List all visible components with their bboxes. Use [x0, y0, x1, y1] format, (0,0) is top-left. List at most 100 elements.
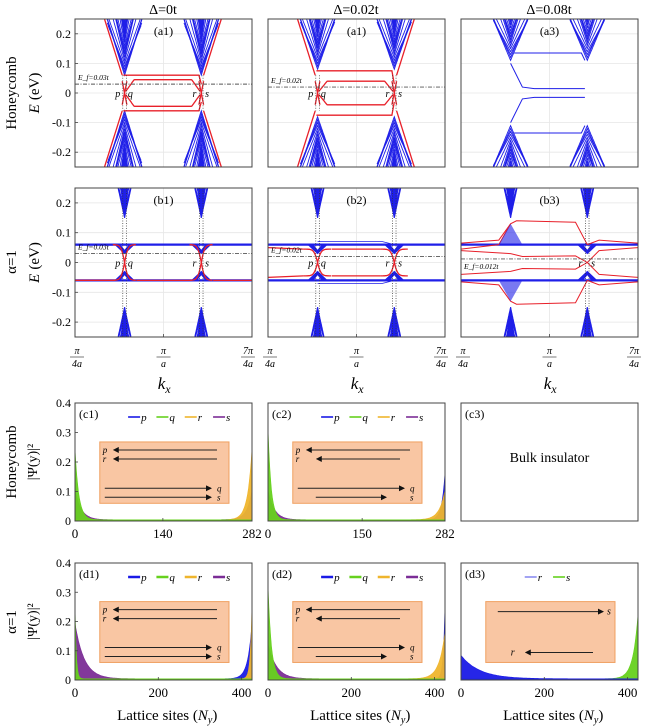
- x-axis-sub: x: [550, 382, 557, 396]
- inset-label: r: [103, 454, 107, 464]
- panel-label: (d1): [79, 567, 99, 581]
- bulk-band-upper: [506, 0, 516, 10]
- legend-label-r: r: [198, 572, 203, 584]
- y-axis-label-unit: (eV): [27, 73, 43, 100]
- x-tick-denominator: 4a: [243, 359, 253, 370]
- bulk-band-lower: [584, 157, 591, 167]
- bulk-cone-tip: [120, 307, 129, 337]
- bulk-band-upper: [492, 19, 529, 62]
- bulk-band-upper: [579, 19, 596, 45]
- x-axis-label: k_xkx: [349, 374, 364, 396]
- bulk-band-lower: [108, 121, 141, 167]
- bulk-band-upper: [586, 19, 588, 20]
- x-tick-label: πaπ/a: [542, 346, 557, 370]
- bulk-band-lower: [198, 155, 204, 167]
- inset-label: r: [511, 647, 515, 658]
- bulk-band-lower: [300, 124, 335, 163]
- y-tick-label: 0: [65, 673, 71, 687]
- inset-label: s: [607, 607, 611, 618]
- bulk-band-upper: [569, 19, 606, 62]
- edge-state-line: [461, 280, 588, 305]
- y-tick-label: 0.3: [56, 585, 71, 599]
- bulk-cone-tip: [197, 188, 206, 218]
- bulk-band-lower: [316, 163, 319, 167]
- density-area-q: [268, 585, 445, 680]
- panel-label: (b3): [540, 193, 560, 207]
- crossing-label-p: p: [307, 89, 313, 100]
- x-axis-label-N: N: [197, 708, 209, 724]
- y-axis-label-unit: (eV): [27, 242, 43, 269]
- edge-outer: [202, 110, 222, 167]
- x-axis-sub: x: [164, 382, 171, 396]
- x-tick-label: 400: [618, 685, 638, 700]
- y-tick-label: 0.1: [56, 56, 71, 70]
- bulk-band-upper: [504, 19, 518, 39]
- plot-area-c2: pr qs: [268, 428, 445, 521]
- panel-b2: p q r s E_f=0.02t (b2) π 4a π/4a πaπ/a 7π 4a 7π/4a k_…: [263, 187, 448, 396]
- y-tick-label: 0.2: [56, 196, 71, 210]
- bulk-fan: [114, 270, 135, 281]
- bulk-band-upper: [392, 19, 397, 28]
- bulk-band-lower: [504, 147, 518, 167]
- inset-label: r: [296, 614, 300, 624]
- inset-label: p: [295, 445, 301, 455]
- y-tick-label: 0.4: [56, 396, 71, 410]
- x-tick-label: 282: [242, 526, 262, 541]
- crossing-label-q: q: [321, 89, 326, 100]
- edge-outer: [296, 19, 316, 76]
- x-tick-denominator: a: [547, 359, 552, 370]
- bulk-band-upper: [586, 19, 589, 23]
- bulk-band-lower: [313, 149, 322, 167]
- x-tick-denominator: 4a: [436, 359, 446, 370]
- bulk-band-upper: [509, 19, 512, 23]
- x-tick-label-text: 7π/4a: [634, 376, 637, 378]
- bulk-band-upper: [189, 19, 214, 63]
- legend-label-r: r: [198, 412, 203, 424]
- crossing-label-s: s: [591, 259, 595, 270]
- bulk-band-upper: [115, 19, 134, 54]
- bulk-band-lower: [503, 144, 518, 167]
- bulk-band-lower: [392, 158, 397, 167]
- edge-state-line: [461, 220, 588, 245]
- bulk-band-upper: [192, 19, 210, 54]
- x-tick-denominator: 4a: [265, 359, 275, 370]
- bulk-band-upper: [123, 19, 126, 25]
- x-tick-label-text: π/4a: [77, 376, 79, 378]
- edge-lower-flat: [514, 125, 586, 134]
- y-tick-label: 0.4: [56, 556, 71, 570]
- edge-upper-curve: [510, 63, 585, 90]
- bulk-band-upper: [570, 21, 605, 53]
- bulk-cone-tip: [506, 307, 515, 337]
- edge-state-line: [587, 279, 638, 286]
- bulk-band-upper: [197, 19, 205, 40]
- bulk-fan-fill: [498, 223, 523, 245]
- x-tick-numerator: π: [267, 346, 273, 357]
- x-tick-label: 0: [265, 526, 272, 541]
- bulk-band-upper: [582, 19, 592, 33]
- bulk-band-lower: [106, 112, 143, 167]
- edge-state-line: [461, 247, 638, 275]
- panel-label: (c2): [272, 407, 291, 421]
- bulk-band-upper: [200, 19, 203, 25]
- crossing-label-r: r: [193, 259, 197, 270]
- bulk-band-upper: [115, 19, 134, 51]
- bulk-band-upper: [505, 0, 516, 13]
- bulk-band-upper: [580, 19, 595, 42]
- bulk-band-upper: [585, 19, 589, 25]
- x-axis-label-close: ): [212, 708, 217, 724]
- x-tick-label: 0: [458, 685, 465, 700]
- panel-label: (d2): [272, 567, 292, 581]
- bulk-band-upper: [495, 19, 526, 50]
- panel-frame: [460, 402, 639, 522]
- crossing-label-s: s: [398, 89, 402, 100]
- bulk-band-lower: [122, 158, 127, 167]
- bulk-band-upper: [315, 19, 320, 28]
- bulk-band-lower: [194, 138, 209, 167]
- bulk-band-upper: [386, 19, 403, 49]
- bulk-band-lower: [197, 146, 205, 167]
- x-axis-sub: x: [357, 382, 364, 396]
- x-axis-k: k: [544, 374, 552, 393]
- x-axis-label-sub: y: [207, 715, 213, 726]
